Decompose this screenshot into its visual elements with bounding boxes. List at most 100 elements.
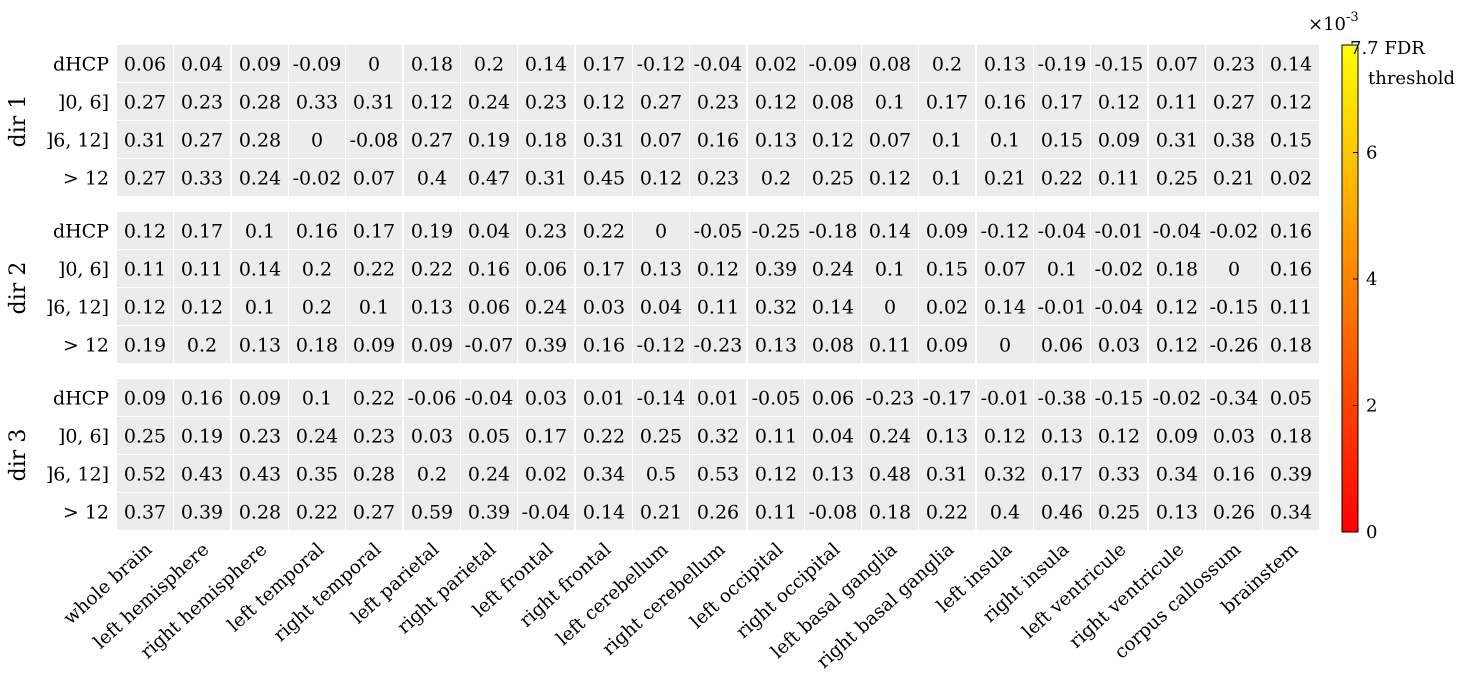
group-label: dir 1 xyxy=(6,95,31,148)
heatmap-cell xyxy=(1091,455,1147,492)
cell-value-label: 0.1 xyxy=(932,168,962,190)
cell-value-label: 0.24 xyxy=(296,426,338,448)
cell-value-label: 0.16 xyxy=(984,92,1026,114)
heatmap-cell xyxy=(748,212,804,249)
heatmap-cell xyxy=(748,250,804,287)
heatmap-cell xyxy=(404,288,460,325)
heatmap-cell xyxy=(1149,250,1205,287)
cell-value-label: 0.38 xyxy=(1213,130,1255,152)
heatmap-cell xyxy=(690,493,746,530)
row-label: ]0, 6] xyxy=(58,92,109,114)
cell-value-label: 0.23 xyxy=(353,426,395,448)
heatmap-cell xyxy=(805,493,861,530)
cell-value-label: 0.08 xyxy=(812,92,854,114)
heatmap-cell xyxy=(633,288,689,325)
cell-value-label: 0.4 xyxy=(417,168,447,190)
cell-value-label: 0.43 xyxy=(239,464,281,486)
heatmap-cell xyxy=(690,212,746,249)
cell-value-label: 0.13 xyxy=(640,259,682,281)
heatmap-cell xyxy=(633,250,689,287)
heatmap-cell xyxy=(576,379,632,416)
cell-value-label: 0.07 xyxy=(353,168,395,190)
cell-value-label: 0.14 xyxy=(583,502,625,524)
heatmap-cell xyxy=(404,493,460,530)
cell-value-label: -0.34 xyxy=(1210,388,1259,410)
heatmap-cell xyxy=(805,250,861,287)
heatmap-cell xyxy=(518,250,574,287)
heatmap-cell xyxy=(1263,288,1319,325)
cell-value-label: 0.12 xyxy=(583,92,625,114)
heatmap-cell xyxy=(1091,159,1147,196)
cell-value-label: 0.25 xyxy=(1098,502,1140,524)
heatmap-cell xyxy=(117,212,173,249)
cell-value-label: 0.16 xyxy=(468,259,510,281)
heatmap-cell xyxy=(404,417,460,454)
cell-value-label: 0.09 xyxy=(1098,130,1140,152)
heatmap-cell xyxy=(862,417,918,454)
heatmap-cell xyxy=(633,121,689,158)
cell-value-label: 0.11 xyxy=(1270,297,1312,319)
cell-value-label: 0.15 xyxy=(1041,130,1083,152)
cell-value-label: 0.13 xyxy=(239,335,281,357)
cell-value-label: -0.26 xyxy=(1210,335,1259,357)
heatmap-cell xyxy=(805,212,861,249)
heatmap-cell xyxy=(805,417,861,454)
heatmap-cell xyxy=(174,121,230,158)
cell-value-label: 0.12 xyxy=(984,426,1026,448)
cell-value-label: 0.1 xyxy=(359,297,389,319)
cell-value-label: 0.12 xyxy=(812,130,854,152)
row-label: > 12 xyxy=(63,502,109,524)
cell-value-label: 0.17 xyxy=(926,92,968,114)
cell-value-label: -0.19 xyxy=(1038,54,1087,76)
heatmap-cell xyxy=(404,121,460,158)
cell-value-label: 0.24 xyxy=(468,92,510,114)
heatmap-cell xyxy=(1149,455,1205,492)
heatmap-cell xyxy=(576,45,632,82)
heatmap-cell xyxy=(117,379,173,416)
heatmap-cell xyxy=(862,250,918,287)
cell-value-label: 0.02 xyxy=(525,464,567,486)
cell-value-label: 0.04 xyxy=(181,54,223,76)
cell-value-label: 0.12 xyxy=(411,92,453,114)
cell-value-label: -0.04 xyxy=(522,502,571,524)
heatmap-cell xyxy=(289,417,345,454)
heatmap-cell xyxy=(748,45,804,82)
cell-value-label: 0.22 xyxy=(411,259,453,281)
cell-value-label: 0.11 xyxy=(869,335,911,357)
heatmap-cell xyxy=(232,493,288,530)
heatmap-cell xyxy=(1206,326,1262,363)
heatmap-cell xyxy=(1034,45,1090,82)
cell-value-label: 0.1 xyxy=(302,388,332,410)
cell-value-label: 0.11 xyxy=(755,426,797,448)
heatmap-cell xyxy=(346,493,402,530)
heatmap-cell xyxy=(174,212,230,249)
heatmap-cell xyxy=(1034,121,1090,158)
cell-value-label: -0.01 xyxy=(1095,221,1144,243)
heatmap-cell xyxy=(977,212,1033,249)
cell-value-label: 0.18 xyxy=(296,335,338,357)
colorbar-top-label-line1: 7.7 FDR xyxy=(1350,38,1425,59)
cell-value-label: 0.16 xyxy=(1213,464,1255,486)
heatmap-cell xyxy=(1091,417,1147,454)
cell-value-label: 0.32 xyxy=(697,426,739,448)
cell-value-label: 0.27 xyxy=(181,130,223,152)
heatmap-cell xyxy=(289,45,345,82)
cell-value-label: 0.16 xyxy=(697,130,739,152)
cell-value-label: 0.1 xyxy=(875,92,905,114)
cell-value-label: 0.04 xyxy=(812,426,854,448)
cell-value-label: 0.17 xyxy=(525,426,567,448)
cell-value-label: 0.1 xyxy=(875,259,905,281)
heatmap-cell xyxy=(919,493,975,530)
heatmap-cell xyxy=(404,45,460,82)
cell-value-label: 0.1 xyxy=(932,130,962,152)
cell-value-label: 0 xyxy=(884,297,896,319)
row-label: ]6, 12] xyxy=(46,464,109,486)
heatmap-cell xyxy=(690,83,746,120)
heatmap-cell xyxy=(232,250,288,287)
heatmap-cell xyxy=(919,121,975,158)
cell-value-label: 0.18 xyxy=(869,502,911,524)
heatmap-cell xyxy=(919,83,975,120)
cell-value-label: 0.24 xyxy=(812,259,854,281)
colorbar-exponent-base: ×10 xyxy=(1308,14,1346,35)
heatmap-cell xyxy=(977,417,1033,454)
